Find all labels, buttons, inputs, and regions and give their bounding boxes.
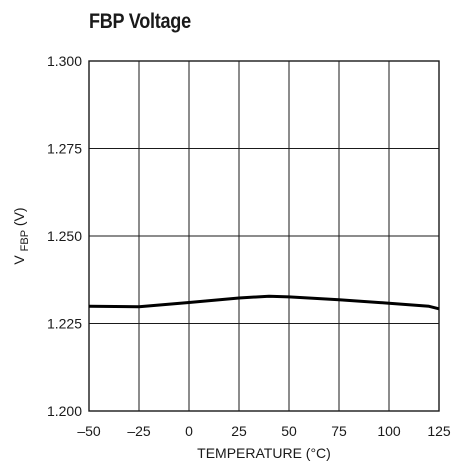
- x-tick-label: 50: [281, 423, 297, 439]
- series-group: [88, 294, 440, 311]
- y-axis-label-sub: FBP: [19, 230, 31, 251]
- x-tick-labels: –50 –25 0 25 50 75 100 125: [77, 423, 451, 439]
- x-tick-label: –25: [127, 423, 151, 439]
- x-axis-label: TEMPERATURE (°C): [197, 445, 331, 461]
- series-line: [88, 294, 440, 311]
- grid-lines: [89, 61, 439, 411]
- y-axis-label-unit: (V): [11, 207, 27, 226]
- y-tick-label: 1.300: [47, 53, 82, 69]
- y-tick-label: 1.275: [47, 141, 82, 157]
- y-tick-label: 1.225: [47, 316, 82, 332]
- y-tick-label: 1.200: [47, 403, 82, 419]
- x-tick-label: 75: [331, 423, 347, 439]
- x-tick-label: 25: [231, 423, 247, 439]
- x-tick-label: 125: [427, 423, 451, 439]
- plot-frame: [88, 60, 440, 412]
- x-tick-label: –50: [77, 423, 101, 439]
- y-tick-label: 1.250: [47, 228, 82, 244]
- y-axis-label: V FBP (V): [11, 207, 31, 264]
- x-tick-label: 0: [185, 423, 193, 439]
- chart-title: FBP Voltage: [89, 10, 191, 33]
- y-tick-labels: 1.200 1.225 1.250 1.275 1.300: [47, 53, 82, 419]
- y-axis-label-main: V: [11, 255, 27, 265]
- x-tick-label: 100: [377, 423, 401, 439]
